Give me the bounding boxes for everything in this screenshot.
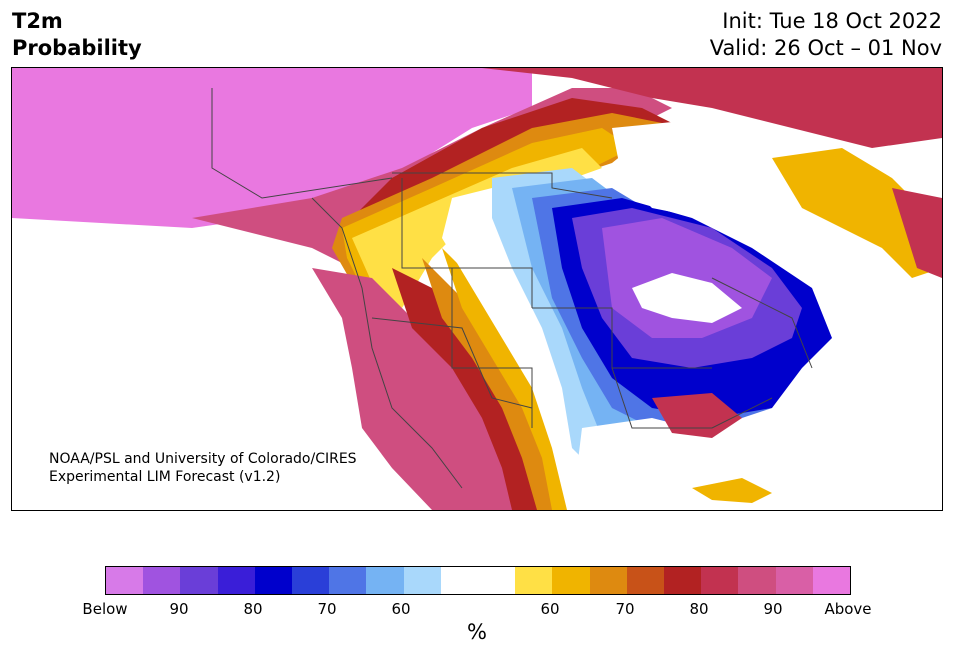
product-label: Probability — [12, 36, 142, 60]
arctic-band — [482, 68, 942, 148]
colorbar-segment — [701, 567, 739, 594]
colorbar-tick-label: Above — [824, 600, 872, 618]
political-boundaries — [211, 88, 813, 489]
southeast-red — [652, 393, 742, 438]
colorbar-segment — [254, 567, 293, 594]
northeast-above — [772, 148, 942, 278]
colorbar-tick-label: 80 — [243, 600, 263, 618]
caribbean-islands — [692, 478, 772, 503]
west-interior-orange — [422, 258, 557, 510]
northeast-above-red — [892, 188, 942, 278]
colorbar-segment — [329, 567, 367, 594]
colorbar-segment — [217, 567, 255, 594]
colorbar-segment — [143, 567, 181, 594]
colorbar-tick-label: 60 — [540, 600, 560, 618]
colorbar-segment — [515, 567, 553, 594]
hudson-bay-water — [612, 118, 772, 218]
colorbar-segment — [403, 567, 441, 594]
colorbar-segment — [738, 567, 776, 594]
init-date: Init: Tue 18 Oct 2022 — [722, 9, 942, 33]
great-lakes-water — [632, 273, 742, 323]
map-credit: NOAA/PSL and University of Colorado/CIRE… — [49, 450, 357, 486]
colorbar-units: % — [467, 620, 487, 644]
valid-date: Valid: 26 Oct – 01 Nov — [709, 36, 942, 60]
colorbar-tick-label: 80 — [689, 600, 709, 618]
colorbar-segment — [775, 567, 813, 594]
colorbar-segment — [812, 567, 851, 594]
colorbar-tick-label: 60 — [391, 600, 411, 618]
colorbar-segment — [626, 567, 665, 594]
colorbar-tick-label: Below — [82, 600, 128, 618]
colorbar-segment — [478, 567, 516, 594]
colorbar-segment — [440, 567, 479, 594]
credit-line-1: NOAA/PSL and University of Colorado/CIRE… — [49, 451, 357, 467]
alaska-canada-above-region — [12, 68, 532, 228]
colorbar-tick-label: 90 — [763, 600, 783, 618]
forecast-dates: Init: Tue 18 Oct 2022 Valid: 26 Oct – 01… — [710, 8, 942, 62]
colorbar-segment — [664, 567, 702, 594]
west-interior-red — [392, 268, 542, 510]
colorbar-tick-label: 70 — [615, 600, 635, 618]
colorbar-segment — [292, 567, 330, 594]
forecast-map — [11, 67, 943, 511]
map-canvas — [12, 68, 942, 510]
variable-label: T2m — [12, 9, 63, 33]
colorbar-tick-label: 70 — [317, 600, 337, 618]
figure-title: T2m Probability — [12, 8, 142, 62]
west-coast-above — [312, 268, 532, 510]
colorbar-segment — [366, 567, 404, 594]
credit-line-2: Experimental LIM Forecast (v1.2) — [49, 469, 281, 485]
colorbar-segment — [106, 567, 144, 594]
colorbar-segment — [589, 567, 627, 594]
colorbar-tick-label: 90 — [169, 600, 189, 618]
colorbar — [105, 566, 851, 595]
west-interior-yellow — [442, 248, 572, 510]
colorbar-segment — [180, 567, 218, 594]
colorbar-segment — [552, 567, 590, 594]
